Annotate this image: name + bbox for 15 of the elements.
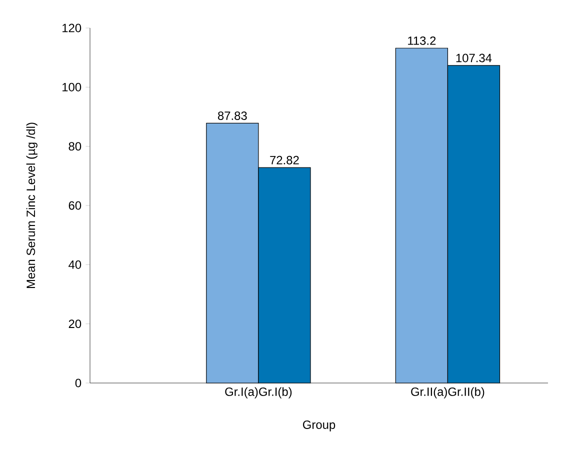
- y-tick-label: 60: [68, 201, 82, 210]
- x-tick-label: Gr.I(a)Gr.I(b): [225, 387, 292, 398]
- x-tick-label: Gr.II(a)Gr.II(b): [411, 387, 484, 398]
- y-axis-title: Mean Serum Zinc Level (µg /dl): [26, 122, 38, 288]
- y-tick-label: 120: [62, 24, 82, 32]
- data-label: 87.83: [218, 112, 247, 120]
- y-tick-label: 40: [68, 260, 82, 269]
- data-label: 107.34: [456, 54, 492, 62]
- data-label: 72.82: [270, 156, 299, 164]
- y-tick-label: 100: [62, 82, 82, 92]
- y-tick-label: 20: [68, 320, 82, 328]
- y-tick-label: 80: [68, 142, 82, 151]
- x-axis-title: Group: [302, 420, 336, 432]
- data-label: 113.2: [408, 36, 436, 45]
- y-tick-label: 0: [75, 378, 82, 388]
